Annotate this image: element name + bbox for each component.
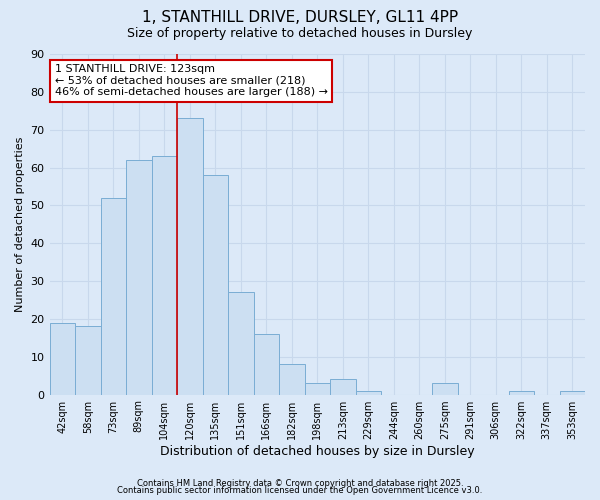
X-axis label: Distribution of detached houses by size in Dursley: Distribution of detached houses by size … bbox=[160, 444, 475, 458]
Y-axis label: Number of detached properties: Number of detached properties bbox=[15, 136, 25, 312]
Bar bbox=[203, 175, 228, 394]
Text: 1 STANTHILL DRIVE: 123sqm
← 53% of detached houses are smaller (218)
46% of semi: 1 STANTHILL DRIVE: 123sqm ← 53% of detac… bbox=[55, 64, 328, 98]
Bar bbox=[509, 391, 534, 394]
Bar bbox=[432, 383, 458, 394]
Text: Size of property relative to detached houses in Dursley: Size of property relative to detached ho… bbox=[127, 28, 473, 40]
Bar bbox=[560, 391, 585, 394]
Text: Contains public sector information licensed under the Open Government Licence v3: Contains public sector information licen… bbox=[118, 486, 482, 495]
Bar bbox=[101, 198, 126, 394]
Bar bbox=[254, 334, 279, 394]
Bar bbox=[50, 322, 75, 394]
Text: Contains HM Land Registry data © Crown copyright and database right 2025.: Contains HM Land Registry data © Crown c… bbox=[137, 478, 463, 488]
Bar bbox=[305, 383, 330, 394]
Bar bbox=[279, 364, 305, 394]
Bar bbox=[75, 326, 101, 394]
Bar bbox=[126, 160, 152, 394]
Bar bbox=[330, 380, 356, 394]
Bar bbox=[356, 391, 381, 394]
Bar bbox=[228, 292, 254, 394]
Text: 1, STANTHILL DRIVE, DURSLEY, GL11 4PP: 1, STANTHILL DRIVE, DURSLEY, GL11 4PP bbox=[142, 10, 458, 25]
Bar bbox=[152, 156, 177, 394]
Bar bbox=[177, 118, 203, 394]
